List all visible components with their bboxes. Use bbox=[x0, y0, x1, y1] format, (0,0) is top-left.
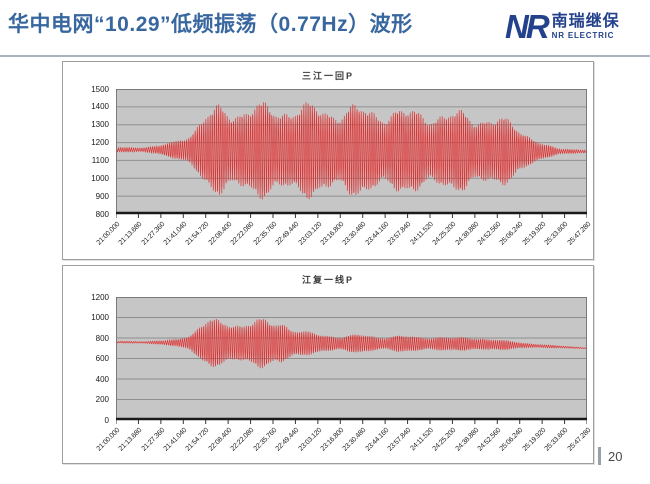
y-axis-tick-label: 800 bbox=[95, 333, 109, 343]
y-axis-tick-label: 1400 bbox=[91, 102, 109, 112]
x-axis-tick-label: 22:08.400 bbox=[207, 221, 234, 247]
chart-title: 江复一线P bbox=[301, 275, 354, 285]
x-axis-tick-label: 22:22.080 bbox=[229, 427, 256, 453]
x-axis-tick-label: 21:00.000 bbox=[95, 427, 121, 453]
x-axis-tick-label: 22:35.760 bbox=[252, 221, 278, 247]
y-axis-tick-label: 800 bbox=[95, 209, 109, 219]
x-axis-tick-label: 24:11.520 bbox=[409, 221, 435, 247]
y-axis-tick-label: 1200 bbox=[91, 138, 109, 148]
y-axis-tick-label: 0 bbox=[104, 415, 109, 425]
x-axis-tick-label: 22:22.080 bbox=[229, 221, 256, 247]
slide-title: 华中电网“10.29”低频振荡（0.77Hz）波形 bbox=[8, 13, 413, 36]
x-axis-tick-label: 23:03.120 bbox=[297, 427, 323, 453]
x-axis-tick-label: 24:52.560 bbox=[476, 221, 503, 247]
y-axis-tick-label: 1100 bbox=[91, 155, 109, 165]
x-axis-tick-label: 23:16.800 bbox=[319, 221, 346, 247]
x-axis-tick-label: 24:38.880 bbox=[454, 221, 480, 247]
x-axis-tick-label: 24:38.880 bbox=[454, 427, 480, 453]
waveform-chart-sanjiang: 三江一回P 1500 1400 1300 1200 1100 1000 900 800 21:0… bbox=[62, 61, 594, 260]
y-axis-tick-label: 1000 bbox=[91, 173, 109, 183]
x-axis-tick-label: 23:30.480 bbox=[341, 221, 368, 247]
x-axis-tick-label: 23:57.840 bbox=[386, 427, 413, 453]
waveform-series bbox=[116, 318, 587, 369]
x-axis-tick-label: 23:03.120 bbox=[297, 221, 323, 247]
x-axis-tick-label: 25:06.240 bbox=[498, 427, 525, 453]
x-axis-tick-label: 23:57.840 bbox=[386, 221, 413, 247]
waveform-chart-jiangfu: 江复一线P 1200 1000 800 600 400 200 0 21:00.000 21:1… bbox=[62, 265, 594, 464]
x-axis-tick-label: 21:54.720 bbox=[184, 221, 211, 247]
y-axis-tick-label: 1000 bbox=[91, 313, 109, 322]
x-axis-tick-label: 22:49.440 bbox=[274, 221, 301, 247]
x-axis-tick-label: 25:19.920 bbox=[521, 221, 548, 247]
plot-area bbox=[116, 89, 587, 218]
x-axis-tick-label: 21:54.720 bbox=[184, 427, 211, 453]
x-axis-tick-label: 21:27.360 bbox=[140, 427, 166, 453]
x-axis-tick-label: 25:06.240 bbox=[498, 221, 525, 247]
x-axis-tick-label: 23:16.800 bbox=[319, 427, 346, 453]
nr-electric-logo: NR 南瑞继保 NR ELECTRIC bbox=[505, 10, 620, 43]
x-axis-tick-label: 24:11.520 bbox=[409, 427, 435, 453]
plot-area bbox=[116, 297, 587, 424]
nr-logo-monogram-icon: NR bbox=[505, 8, 550, 45]
x-axis-tick-label: 24:25.200 bbox=[431, 221, 458, 247]
y-axis-tick-label: 400 bbox=[95, 374, 109, 384]
x-axis-tick-label: 21:00.000 bbox=[95, 221, 121, 247]
y-axis-tick-label: 1200 bbox=[91, 292, 109, 302]
logo-company-name-cn: 南瑞继保 bbox=[551, 13, 620, 31]
x-axis-tick-label: 25:33.600 bbox=[543, 427, 570, 453]
x-axis-tick-label: 21:27.360 bbox=[140, 221, 166, 247]
header-divider bbox=[0, 55, 650, 57]
x-axis-tick-label: 21:13.680 bbox=[117, 221, 144, 247]
y-axis-tick-label: 900 bbox=[95, 191, 109, 201]
x-axis-tick-label: 25:19.920 bbox=[521, 427, 548, 453]
y-axis-tick-label: 1300 bbox=[91, 120, 109, 130]
x-axis-tick-label: 22:08.400 bbox=[207, 427, 234, 453]
chart-title: 三江一回P bbox=[301, 71, 354, 81]
page-number-bar bbox=[598, 447, 601, 465]
waveform-series bbox=[116, 102, 587, 200]
x-axis-tick-label: 23:44.160 bbox=[364, 221, 391, 247]
x-axis-tick-label: 25:47.280 bbox=[566, 221, 592, 247]
x-axis-tick-label: 24:25.200 bbox=[431, 427, 458, 453]
x-axis-tick-label: 21:41.040 bbox=[162, 221, 189, 247]
x-axis-tick-label: 24:52.560 bbox=[476, 427, 503, 453]
page-number: 20 bbox=[608, 449, 623, 464]
y-axis-tick-label: 1500 bbox=[91, 84, 109, 94]
logo-text: 南瑞继保 NR ELECTRIC bbox=[552, 13, 620, 40]
x-axis-tick-label: 21:13.680 bbox=[117, 427, 144, 453]
x-axis-tick-label: 21:41.040 bbox=[162, 427, 189, 453]
x-axis-tick-label: 22:49.440 bbox=[274, 427, 301, 453]
x-axis-tick-label: 25:33.600 bbox=[543, 221, 570, 247]
x-axis-tick-label: 25:47.280 bbox=[566, 427, 592, 453]
x-axis-tick-label: 22:35.760 bbox=[252, 427, 278, 453]
x-axis-tick-label: 23:30.480 bbox=[341, 427, 368, 453]
y-axis-tick-label: 200 bbox=[95, 395, 109, 404]
y-axis-tick-label: 600 bbox=[95, 354, 109, 363]
x-axis-tick-label: 23:44.160 bbox=[364, 427, 391, 453]
logo-company-name-en: NR ELECTRIC bbox=[551, 30, 615, 40]
